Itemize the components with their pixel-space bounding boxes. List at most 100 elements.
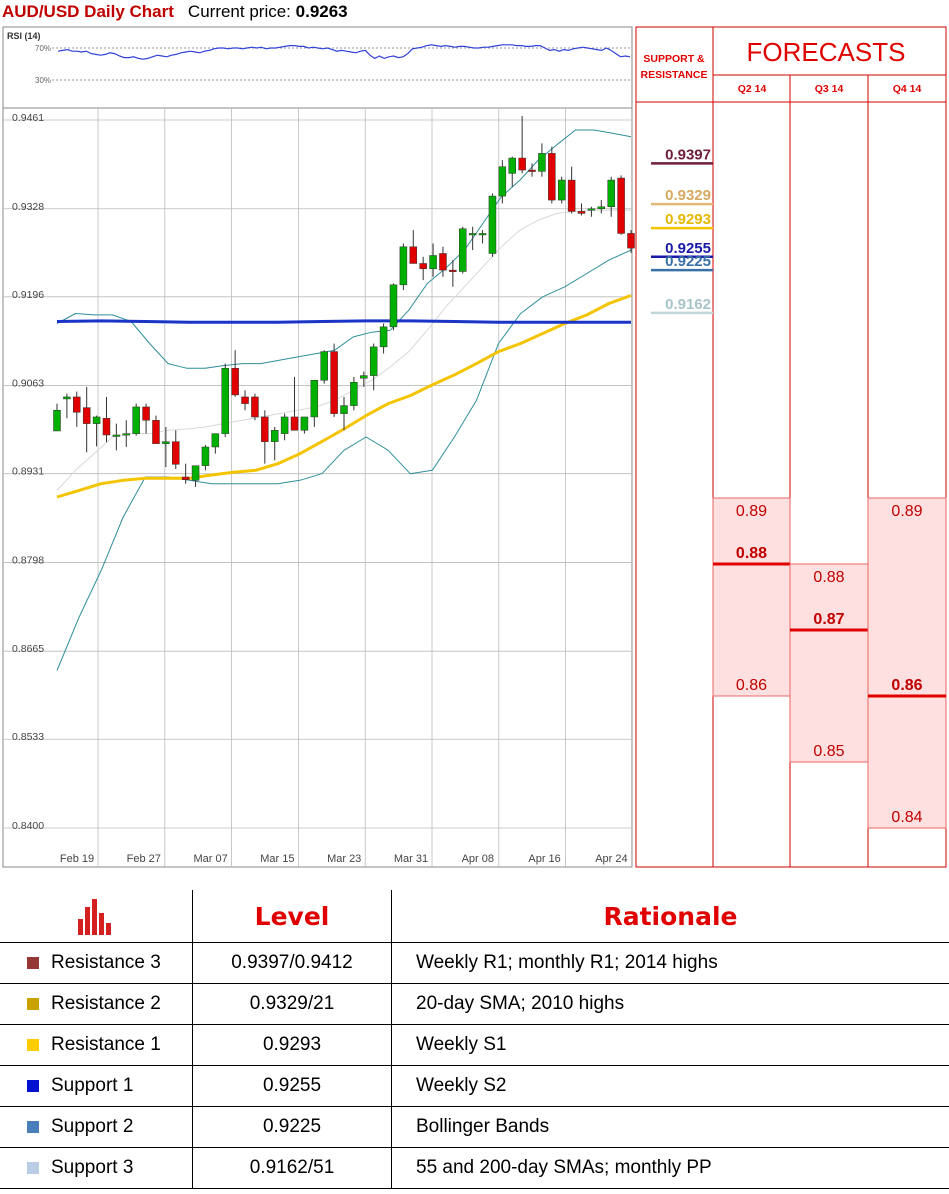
candle-body	[607, 179, 615, 208]
color-swatch	[27, 1162, 39, 1174]
sr-title: RESISTANCE	[641, 69, 708, 81]
x-tick-label: Apr 24	[595, 853, 627, 865]
x-tick-label: Mar 15	[260, 853, 294, 865]
rsi-70-label: 70%	[35, 44, 51, 53]
forecast-mid-label: 0.87	[813, 611, 844, 628]
level-name: Resistance 1	[51, 1034, 161, 1055]
forecast-mid-label: 0.88	[736, 545, 767, 562]
candle-body	[409, 246, 418, 264]
candle-body	[162, 441, 170, 444]
forecast-high-label: 0.89	[736, 503, 767, 520]
candle-body	[152, 420, 160, 444]
candle-body	[112, 434, 121, 437]
table-header-level: Level	[192, 890, 392, 943]
candlesticks	[53, 116, 635, 488]
level-name: Resistance 2	[51, 993, 161, 1014]
candle-body	[597, 206, 606, 210]
candle-body	[63, 396, 71, 400]
level-rationale: Weekly S2	[391, 1065, 949, 1107]
table-row: Resistance 2 0.9329/21 20-day SMA; 2010 hi…	[0, 983, 949, 1025]
table-row: Resistance 1 0.9293 Weekly S1	[0, 1024, 949, 1066]
x-axis-labels: Feb 19 Feb 27 Mar 07 Mar 15 Mar 23 Mar 31 Apr …	[60, 853, 628, 865]
x-tick-label: Feb 27	[127, 853, 161, 865]
candle-body	[518, 157, 526, 171]
candle-body	[360, 375, 368, 379]
candle-body	[528, 169, 536, 172]
y-tick-label: 0.8400	[12, 820, 44, 832]
candle-body	[587, 208, 596, 211]
table-row: Resistance 3 0.9397/0.9412 Weekly R1; mont…	[0, 942, 949, 984]
color-swatch	[27, 957, 39, 969]
current-price-value: 0.9263	[295, 2, 348, 21]
candle-body	[399, 246, 408, 286]
level-name: Support 2	[51, 1116, 134, 1137]
candle-body	[241, 396, 249, 404]
candle-body	[350, 382, 358, 406]
x-tick-label: Mar 31	[394, 853, 428, 865]
candle-body	[330, 351, 338, 414]
candle-body	[468, 233, 477, 236]
candle-body	[488, 195, 497, 254]
level-rationale: Weekly R1; monthly R1; 2014 highs	[391, 942, 949, 984]
forecast-panel: SUPPORT & RESISTANCE FORECASTS Q2 14 Q3 14 Q4…	[635, 26, 947, 868]
y-axis-labels: 0.9461 0.9328 0.9196 0.9063 0.8931 0.8798 0.86…	[12, 112, 44, 832]
candle-body	[617, 177, 625, 234]
forecasts-title: FORECASTS	[747, 37, 906, 67]
candle-body	[82, 407, 91, 424]
level-value: 0.9397/0.9412	[192, 942, 392, 984]
color-swatch	[27, 1039, 39, 1051]
candle-body	[459, 228, 467, 272]
level-value: 0.9225	[192, 1106, 392, 1148]
quarter-label: Q2 14	[738, 83, 767, 95]
level-value: 0.9329/21	[192, 983, 392, 1025]
y-tick-label: 0.8665	[12, 643, 44, 655]
y-tick-label: 0.9196	[12, 289, 44, 301]
candle-body	[53, 410, 61, 432]
forecast-range-bar	[712, 497, 791, 697]
candle-body	[201, 446, 210, 466]
candle-body	[538, 153, 546, 172]
x-tick-label: Feb 19	[60, 853, 94, 865]
candle-body	[567, 179, 576, 212]
forecast-low-label: 0.85	[813, 743, 844, 760]
x-tick-label: Apr 16	[528, 853, 560, 865]
y-tick-label: 0.9461	[12, 112, 44, 124]
candle-body	[577, 211, 586, 214]
candle-body	[290, 416, 299, 431]
sr-level-label: 0.9329	[665, 187, 711, 204]
y-tick-label: 0.8798	[12, 554, 44, 566]
current-price: Current price: 0.9263	[188, 2, 348, 21]
candle-body	[419, 263, 427, 270]
candle-body	[122, 433, 131, 436]
candle-body	[449, 269, 457, 272]
sr-title: SUPPORT &	[643, 53, 705, 65]
sr-level-label: 0.9255	[665, 240, 711, 257]
level-value: 0.9255	[192, 1065, 392, 1107]
forecast-high-label: 0.88	[813, 569, 844, 586]
color-swatch	[27, 998, 39, 1010]
candle-body	[557, 179, 566, 201]
candle-body	[627, 233, 635, 249]
table-row: Support 2 0.9225 Bollinger Bands	[0, 1106, 949, 1148]
y-tick-label: 0.8931	[12, 466, 44, 478]
candle-body	[221, 367, 229, 434]
candle-body	[211, 433, 220, 448]
candle-body	[191, 465, 200, 481]
forecast-mid-label: 0.86	[891, 677, 922, 694]
level-name: Support 3	[51, 1157, 134, 1178]
candle-body	[379, 326, 388, 348]
candle-body	[92, 416, 101, 424]
candle-body	[548, 153, 556, 201]
candle-body	[251, 396, 259, 418]
sr-level-label: 0.9225	[665, 253, 711, 270]
candle-body	[142, 406, 150, 421]
candle-body	[261, 416, 269, 442]
candle-body	[102, 418, 111, 436]
candle-body	[181, 476, 190, 480]
level-name: Support 1	[51, 1075, 134, 1096]
forecast-low-label: 0.86	[736, 677, 767, 694]
color-swatch	[27, 1080, 39, 1092]
table-header-row: Level Rationale	[0, 890, 949, 943]
candle-body	[508, 157, 516, 174]
candle-body	[270, 430, 279, 442]
